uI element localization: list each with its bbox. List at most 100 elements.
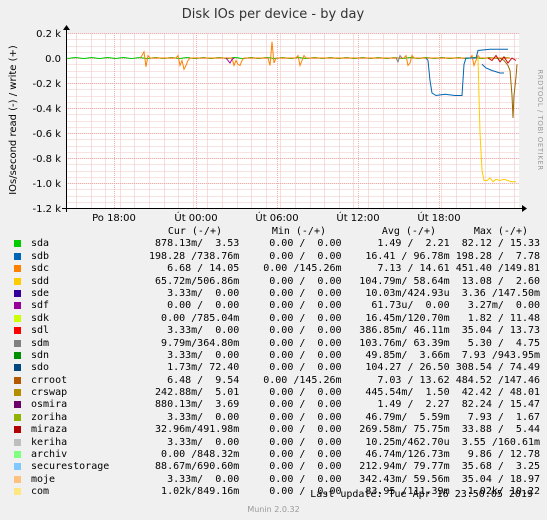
legend-name: sdl [31,325,50,337]
legend-avg: 342.43m/ 59.56m [359,473,450,485]
legend-avg: 7.13 / 14.61 [377,263,450,275]
legend-min: 0.00 /145.26m [263,374,342,386]
header-max: Max (-/+) [473,226,528,237]
plot-area [66,33,519,209]
legend-cur: 6.48 / 9.54 [167,374,240,386]
legend-name: sdc [31,263,50,275]
legend-row-sda: sda 878.13m/ 3.53 0.00 / 0.00 1.49 / 2.21 82… [10,238,540,250]
legend-cur: 1.73m/ 72.40 [167,362,240,374]
header-cur: Cur (-/+) [167,226,222,237]
legend-avg: 49.85m/ 3.66m [365,349,450,361]
legend-name: sda [31,238,50,250]
legend-max: 3.55 /160.61m [461,436,541,448]
legend-max: 82.24 / 15.47 [461,399,541,411]
legend-avg: 46.79m/ 5.59m [365,411,450,423]
legend-swatch [14,289,21,297]
legend-avg: 10.25m/462.70u [365,436,450,448]
legend-swatch [14,265,21,273]
legend-name: crroot [31,374,68,386]
legend-avg: 386.85m/ 46.11m [359,325,450,337]
legend-swatch [14,426,21,434]
legend-row-sde: sde 3.33m/ 0.00 0.00 / 0.00 10.03m/424.93u 3… [10,288,540,300]
legend-avg: 104.27 / 26.50 [365,362,450,374]
legend-min: 0.00 / 0.00 [269,250,342,262]
legend-avg: 16.41 / 96.78m [365,250,450,262]
legend-max: 7.93 / 1.67 [467,411,541,423]
series-line-sdd [477,57,516,183]
legend-avg: 83.95 /111.39m [365,486,450,498]
legend-min: 0.00 / 0.00 [269,461,342,473]
legend-swatch [14,401,21,409]
y-tick-label: -0.4 k [33,104,62,115]
legend-max: 198.28 / 7.78 [455,250,541,262]
legend-name: crswap [31,387,68,399]
legend-min: 0.00 / 0.00 [269,325,342,337]
legend-max: 33.88 / 5.44 [461,424,541,436]
grid [66,33,519,209]
legend-row-sdc: sdc 6.68 / 14.05 0.00 /145.26m 7.13 / 14.61… [10,263,540,275]
y-tick-labels: 0.2 k 0.0 -0.2 k -0.4 k -0.6 k -0.8 k -1.0 k -1… [33,29,62,215]
legend-cur: 878.13m/ 3.53 [155,238,240,250]
x-tick-label: Po 18:00 [92,213,136,224]
legend-cur: 3.33m/ 0.00 [167,325,240,337]
legend-row-com: com 1.02k/849.16m 0.00 / 0.00 83.95 /111.39… [10,486,540,498]
header-avg: Avg (-/+) [381,226,436,237]
legend-cur: 88.67m/690.60m [155,461,240,473]
legend-name: zoriha [31,411,68,423]
legend-avg: 1.49 / 2.21 [377,238,450,250]
series-line-sdh [225,57,235,64]
legend-cur: 0.00 / 0.00 [167,300,240,312]
chart: Disk IOs per device - by day 0.2 k 0.0 -0.… [8,7,544,224]
legend-row-archiv: archiv 0.00 /848.32m 0.00 / 0.00 46.74m/126… [10,449,540,461]
legend-swatch [14,314,21,322]
legend-min: 0.00 / 0.00 [269,486,342,498]
legend-row-sdk: sdk 0.00 /785.04m 0.00 / 0.00 16.45m/120.70… [10,313,540,325]
x-tick-label: Út 18:00 [417,211,460,224]
legend-cur: 3.33m/ 0.00 [167,349,240,361]
legend-max: 7.93 /943.95m [461,349,541,361]
legend-cur: 32.96m/491.98m [155,424,240,436]
legend-avg: 1.49 / 2.27 [377,399,450,411]
legend-swatch [14,475,21,483]
legend-cur: 3.33m/ 0.00 [167,411,240,423]
legend-min: 0.00 / 0.00 [269,287,342,299]
legend-swatch [14,327,21,335]
legend-name: com [31,486,50,498]
legend-avg: 104.79m/ 58.64m [359,275,450,287]
legend-cur: 1.02k/849.16m [161,486,240,498]
legend-max: 1.82 / 11.48 [467,312,541,324]
legend-cur: 0.00 /848.32m [161,449,240,461]
legend-max: 82.12 / 15.33 [461,238,541,250]
x-tick-label: Út 00:00 [174,211,217,224]
legend-avg: 445.54m/ 1.50 [365,387,450,399]
legend-max: 35.04 / 18.97 [461,473,541,485]
rrdtool-label: RRDTOOL / TOBI OETIKER [536,69,544,170]
legend-table: Cur (-/+) Min (-/+) Avg (-/+) Max (-/+) … [10,226,540,499]
legend-avg: 269.58m/ 75.75m [359,424,450,436]
legend-row-sdl: sdl 3.33m/ 0.00 0.00 / 0.00 386.85m/ 46.11m… [10,325,540,337]
legend-name: keriha [31,436,68,448]
legend-min: 0.00 / 0.00 [269,411,342,423]
legend-row-crroot: crroot 6.48 / 9.54 0.00 /145.26m 7.03 / 13.… [10,375,540,387]
legend-name: miraza [31,424,68,436]
legend-row-osmira: osmira 880.13m/ 3.69 0.00 / 0.00 1.49 / 2.2… [10,399,540,411]
legend-row-miraza: miraza 32.96m/491.98m 0.00 / 0.00 269.58m/ … [10,424,540,436]
legend-cur: 6.68 / 14.05 [167,263,240,275]
legend-max: 308.54 / 74.49 [455,362,541,374]
legend-min: 0.00 / 0.00 [269,312,342,324]
legend-row-crswap: crswap 242.88m/ 5.01 0.00 / 0.00 445.54m/ 1… [10,387,540,399]
series-line-crswap [499,57,518,119]
legend-name: sdn [31,349,50,361]
legend-avg: 46.74m/126.73m [365,449,450,461]
series-line-sdb [425,48,508,97]
legend-swatch [14,413,21,421]
legend-min: 0.00 / 0.00 [269,449,342,461]
series-line-sdc [139,41,510,71]
legend-swatch [14,302,21,310]
legend-swatch [14,389,21,397]
legend-min: 0.00 / 0.00 [269,337,342,349]
legend-row-sdf: sdf 0.00 / 0.00 0.00 / 0.00 61.73u/ 0.00 3.2… [10,300,540,312]
legend-swatch [14,339,21,347]
legend-max: 9.86 / 12.78 [467,449,541,461]
legend-row-keriha: keriha 3.33m/ 0.00 0.00 / 0.00 10.25m/462.7… [10,437,540,449]
